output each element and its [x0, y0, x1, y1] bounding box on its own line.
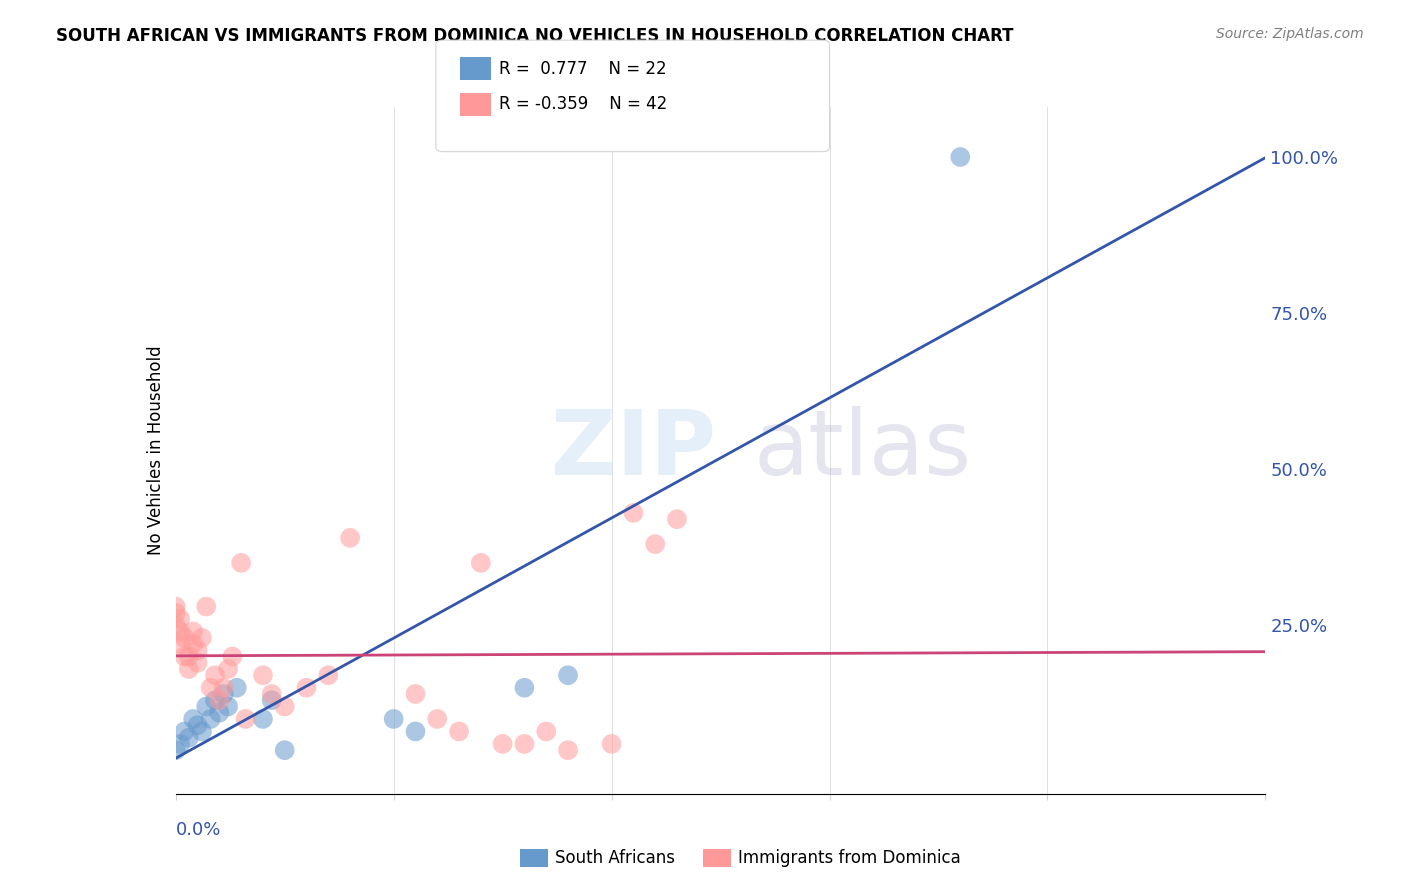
Text: 0.0%: 0.0%	[176, 822, 221, 839]
Point	[644, 537, 666, 551]
Point	[274, 699, 297, 714]
Point	[318, 668, 340, 682]
Text: Immigrants from Dominica: Immigrants from Dominica	[738, 849, 960, 867]
Point	[260, 687, 283, 701]
Point	[274, 743, 297, 757]
Point	[470, 556, 492, 570]
Point	[181, 624, 204, 639]
Point	[195, 599, 218, 614]
Point	[186, 656, 209, 670]
Point	[208, 706, 231, 720]
Point	[173, 631, 195, 645]
Point	[534, 724, 557, 739]
Point	[186, 718, 209, 732]
Point	[208, 693, 231, 707]
Text: Source: ZipAtlas.com: Source: ZipAtlas.com	[1216, 27, 1364, 41]
Point	[177, 731, 200, 745]
Text: SOUTH AFRICAN VS IMMIGRANTS FROM DOMINICA NO VEHICLES IN HOUSEHOLD CORRELATION C: SOUTH AFRICAN VS IMMIGRANTS FROM DOMINIC…	[56, 27, 1014, 45]
Text: South Africans: South Africans	[555, 849, 675, 867]
Point	[235, 712, 257, 726]
Point	[212, 687, 235, 701]
Point	[557, 668, 579, 682]
Point	[200, 712, 222, 726]
Point	[295, 681, 318, 695]
Text: R =  0.777    N = 22: R = 0.777 N = 22	[499, 60, 666, 78]
Point	[492, 737, 515, 751]
Point	[513, 737, 536, 751]
Point	[621, 506, 644, 520]
Point	[204, 668, 226, 682]
Text: ZIP: ZIP	[551, 407, 716, 494]
Point	[169, 624, 191, 639]
Point	[600, 737, 623, 751]
Point	[165, 606, 187, 620]
Point	[177, 649, 200, 664]
Point	[195, 699, 218, 714]
Point	[513, 681, 536, 695]
Point	[191, 724, 214, 739]
Point	[169, 637, 191, 651]
Point	[191, 631, 214, 645]
Point	[169, 737, 191, 751]
Point	[666, 512, 689, 526]
Point	[204, 693, 226, 707]
Point	[405, 687, 427, 701]
Point	[173, 649, 195, 664]
Point	[252, 712, 274, 726]
Point	[165, 743, 187, 757]
Point	[557, 743, 579, 757]
Point	[217, 699, 239, 714]
Point	[231, 556, 253, 570]
Point	[177, 662, 200, 676]
Point	[212, 681, 235, 695]
Point	[260, 693, 283, 707]
Y-axis label: No Vehicles in Household: No Vehicles in Household	[146, 345, 165, 556]
Point	[382, 712, 405, 726]
Point	[173, 724, 195, 739]
Point	[169, 612, 191, 626]
Text: atlas: atlas	[754, 407, 972, 494]
Point	[447, 724, 470, 739]
Point	[225, 681, 247, 695]
Text: R = -0.359    N = 42: R = -0.359 N = 42	[499, 95, 668, 113]
Point	[405, 724, 427, 739]
Point	[221, 649, 243, 664]
Point	[181, 712, 204, 726]
Point	[165, 599, 187, 614]
Point	[339, 531, 361, 545]
Point	[949, 150, 972, 164]
Point	[200, 681, 222, 695]
Point	[186, 643, 209, 657]
Point	[217, 662, 239, 676]
Point	[252, 668, 274, 682]
Point	[426, 712, 449, 726]
Point	[165, 618, 187, 632]
Point	[181, 637, 204, 651]
